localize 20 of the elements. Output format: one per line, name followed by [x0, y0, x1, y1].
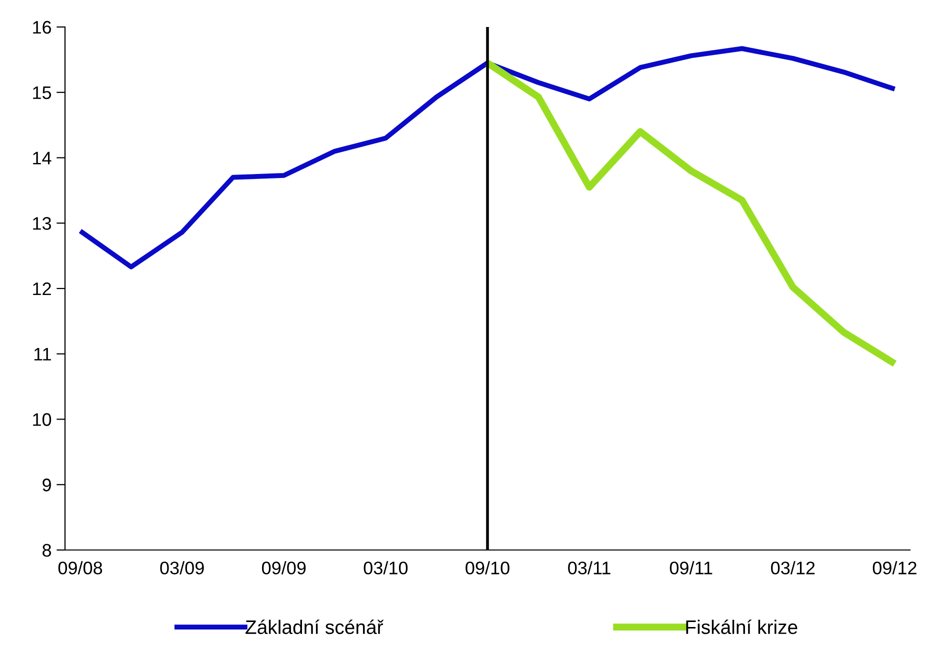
- y-tick-label: 12: [33, 282, 51, 296]
- x-tick-label: 09/09: [262, 561, 306, 574]
- y-tick-label: 16: [33, 20, 52, 34]
- x-tick-label: 03/09: [160, 561, 204, 574]
- x-tick-label: 03/11: [568, 561, 610, 574]
- y-tick-label: 14: [33, 152, 52, 164]
- y-tick-label: 13: [33, 217, 52, 230]
- x-tick-label: 09/12: [872, 561, 916, 574]
- x-tick-label: 03/12: [771, 561, 815, 574]
- y-tick-label: 10: [33, 413, 52, 426]
- x-tick-label: 09/08: [58, 561, 102, 574]
- x-tick-label: 03/10: [364, 561, 408, 574]
- y-tick-label: 8: [42, 544, 52, 557]
- legend-label: Základní scénář: [246, 620, 384, 634]
- line-series: [78, 46, 898, 270]
- y-tick-label: 9: [42, 478, 51, 492]
- x-tick-label: 09/10: [466, 561, 510, 574]
- y-tick-label: 11: [34, 348, 51, 360]
- y-tick-label: 15: [33, 86, 52, 100]
- x-tick-label: 09/11: [670, 561, 712, 574]
